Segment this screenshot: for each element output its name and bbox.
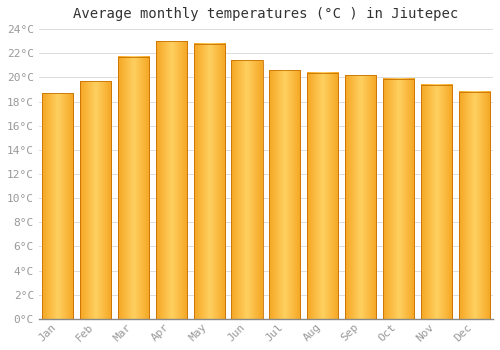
Bar bbox=[80, 81, 111, 319]
Bar bbox=[232, 61, 262, 319]
Bar bbox=[307, 72, 338, 319]
Bar bbox=[270, 70, 300, 319]
Bar bbox=[345, 75, 376, 319]
Bar bbox=[421, 85, 452, 319]
Bar bbox=[156, 41, 187, 319]
Bar bbox=[383, 78, 414, 319]
Bar bbox=[42, 93, 74, 319]
Bar bbox=[194, 43, 224, 319]
Title: Average monthly temperatures (°C ) in Jiutepec: Average monthly temperatures (°C ) in Ji… bbox=[74, 7, 458, 21]
Bar bbox=[458, 92, 490, 319]
Bar bbox=[118, 57, 149, 319]
